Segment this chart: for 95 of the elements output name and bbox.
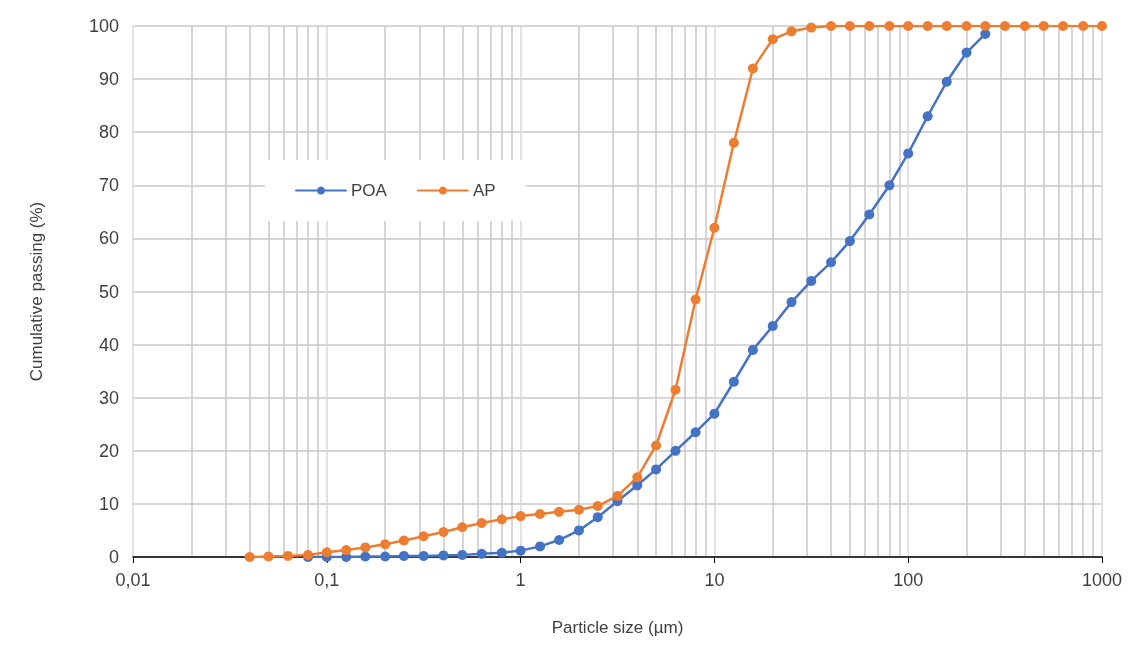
x-tick-label: 0,01	[115, 570, 151, 590]
legend-label: AP	[472, 181, 496, 200]
point	[438, 550, 449, 561]
x-tick-label: 0,1	[314, 570, 340, 590]
point	[632, 472, 643, 483]
point	[438, 527, 449, 538]
point	[806, 275, 817, 286]
point	[806, 22, 817, 33]
point	[398, 535, 409, 546]
point	[321, 547, 332, 558]
point	[476, 548, 487, 559]
x-axis-title: Particle size (µm)	[551, 618, 684, 637]
point	[844, 21, 855, 31]
point	[573, 525, 584, 536]
point	[961, 21, 972, 31]
point	[690, 427, 701, 438]
point	[786, 297, 797, 308]
point	[1019, 21, 1030, 31]
y-tick-label: 90	[98, 69, 119, 90]
y-axis-title: Cumulative passing (%)	[27, 201, 46, 382]
point	[709, 222, 720, 233]
point	[767, 321, 778, 332]
point	[864, 209, 875, 220]
y-tick-label: 70	[98, 175, 119, 196]
point	[941, 76, 952, 87]
point	[826, 21, 837, 31]
point	[515, 511, 526, 522]
y-tick-label: 30	[98, 387, 119, 408]
point	[282, 550, 293, 561]
point	[844, 236, 855, 247]
point	[961, 47, 972, 58]
x-tick-label: 1	[515, 570, 526, 590]
point	[535, 508, 546, 519]
y-tick-label: 100	[88, 16, 119, 36]
point	[1038, 21, 1049, 31]
point	[651, 440, 662, 451]
y-tick-label: 20	[98, 440, 119, 461]
point	[592, 501, 603, 512]
y-tick-label: 10	[98, 493, 119, 514]
point	[651, 464, 662, 475]
point	[398, 550, 409, 561]
point	[418, 550, 429, 561]
y-tick-label: 40	[98, 334, 119, 355]
legend-label: POA	[351, 181, 388, 200]
point	[360, 542, 371, 553]
y-tick-label: 50	[98, 281, 119, 302]
point	[554, 506, 565, 517]
point	[592, 512, 603, 523]
point	[747, 344, 758, 355]
point	[612, 490, 623, 501]
point	[1058, 21, 1069, 31]
point	[884, 21, 895, 31]
x-tick-label: 100	[893, 570, 924, 590]
point	[476, 518, 487, 529]
point	[903, 148, 914, 159]
point	[535, 541, 546, 552]
y-tick-label: 0	[108, 547, 119, 567]
y-tick-label: 80	[98, 122, 119, 143]
point	[884, 180, 895, 191]
point	[496, 547, 507, 558]
y-tick-label: 60	[98, 228, 119, 249]
point	[670, 384, 681, 395]
x-tick-label: 10	[704, 570, 725, 590]
point	[554, 535, 565, 546]
point	[903, 21, 914, 31]
point	[1097, 21, 1107, 31]
point	[786, 26, 797, 37]
point	[864, 21, 875, 31]
point	[941, 21, 952, 31]
point	[573, 504, 584, 515]
point	[826, 257, 837, 268]
point	[709, 408, 720, 419]
point	[380, 539, 391, 550]
point	[244, 552, 255, 562]
point	[980, 21, 991, 31]
point	[457, 549, 468, 560]
point	[922, 21, 933, 31]
point	[922, 111, 933, 122]
point	[457, 522, 468, 533]
point	[380, 551, 391, 562]
point	[747, 63, 758, 74]
point	[1078, 21, 1089, 31]
point	[496, 514, 507, 525]
point	[341, 545, 352, 556]
point	[767, 34, 778, 45]
point	[418, 531, 429, 542]
point	[728, 376, 739, 387]
point	[670, 445, 681, 456]
x-tick-label: 1000	[1081, 570, 1123, 590]
point	[728, 137, 739, 148]
point	[515, 545, 526, 556]
point	[690, 294, 701, 305]
point	[360, 551, 371, 562]
point	[263, 551, 274, 562]
point	[1000, 21, 1011, 31]
